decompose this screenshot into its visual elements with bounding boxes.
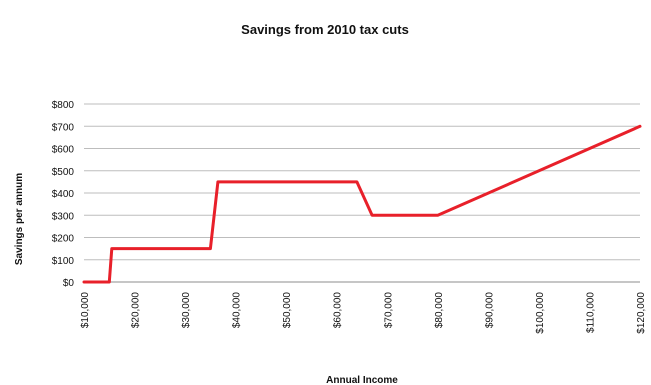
chart-title: Savings from 2010 tax cuts <box>241 22 409 37</box>
series-group <box>82 124 642 284</box>
y-tick-label: $700 <box>52 122 75 133</box>
y-tick-label: $200 <box>52 234 75 245</box>
y-tick-label: $0 <box>63 278 75 289</box>
x-tick-label: $80,000 <box>434 292 445 329</box>
x-tick-label: $90,000 <box>484 292 495 329</box>
x-tick-label: $50,000 <box>282 292 293 329</box>
y-axis-label: Savings per annum <box>14 173 25 265</box>
x-tick-label: $110,000 <box>585 292 596 333</box>
x-tick-label: $100,000 <box>535 292 546 334</box>
x-axis-ticks: $10,000 $20,000 $30,000 $40,000 $50,000 $60,0… <box>80 292 647 334</box>
x-tick-label: $60,000 <box>333 292 344 329</box>
y-tick-label: $600 <box>52 145 75 156</box>
x-tick-label: $120,000 <box>636 292 647 334</box>
x-tick-label: $40,000 <box>232 292 243 329</box>
x-tick-label: $70,000 <box>383 292 394 329</box>
y-tick-label: $400 <box>52 189 75 200</box>
series-line-0 <box>82 124 642 284</box>
x-axis-label: Annual Income <box>326 375 398 385</box>
x-tick-label: $10,000 <box>80 292 91 329</box>
y-tick-label: $100 <box>52 256 75 267</box>
y-tick-label: $500 <box>52 167 75 178</box>
x-tick-label: $20,000 <box>131 292 142 329</box>
y-tick-label: $300 <box>52 211 75 222</box>
x-tick-label: $30,000 <box>181 292 192 329</box>
y-axis-ticks: $0 $100 $200 $300 $400 $500 $600 $700 $800 <box>52 100 75 289</box>
y-tick-label: $800 <box>52 100 75 111</box>
